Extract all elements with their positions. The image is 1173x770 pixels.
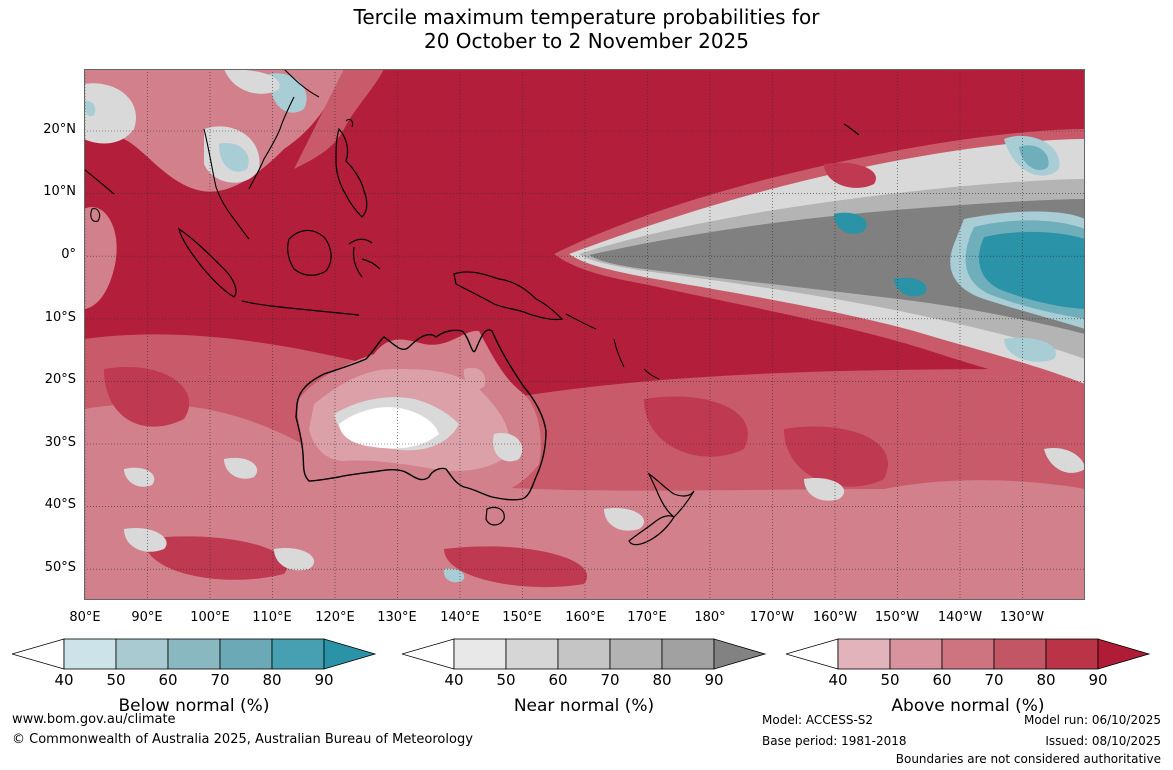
near-normal-label: Near normal (%) xyxy=(513,696,655,716)
lat-label-40s: 40°S xyxy=(44,497,76,512)
model-run-text: Model run: 06/10/2025 xyxy=(1023,713,1161,727)
lat-label-10s: 10°S xyxy=(44,310,76,325)
colorbar-segment xyxy=(271,638,325,670)
above-tick-60: 60 xyxy=(932,671,952,689)
boundaries-note: Boundaries are not considered authoritat… xyxy=(895,752,1161,766)
lon-label-140w: 140°W xyxy=(937,610,983,625)
coastlines xyxy=(84,69,860,546)
chart-title-line1: Tercile maximum temperature probabilitie… xyxy=(353,5,820,29)
near-tick-80: 80 xyxy=(652,671,672,689)
below-tick-70: 70 xyxy=(210,671,230,689)
lon-label-170w: 170°W xyxy=(749,610,795,625)
below-tick-80: 80 xyxy=(262,671,282,689)
colorbar-segment xyxy=(219,638,273,670)
copyright-text: © Commonwealth of Australia 2025, Austra… xyxy=(12,732,473,747)
colorbar-segment xyxy=(167,638,221,670)
australia-mottled-region xyxy=(297,330,541,501)
lon-label-150w: 150°W xyxy=(874,610,920,625)
near-tick-90: 90 xyxy=(704,671,724,689)
near-tick-60: 60 xyxy=(548,671,568,689)
lat-label-10n: 10°N xyxy=(43,184,76,199)
colorbar-segment xyxy=(661,638,715,670)
below-tick-60: 60 xyxy=(158,671,178,689)
website-link[interactable]: www.bom.gov.au/climate xyxy=(12,712,176,727)
lon-label-100e: 100°E xyxy=(190,610,230,625)
lat-label-20s: 20°S xyxy=(44,372,76,387)
lon-label-120e: 120°E xyxy=(315,610,355,625)
colorbar-lower-extension xyxy=(12,638,65,670)
lat-label-equator: 0° xyxy=(61,247,76,262)
chart-title-line2: 20 October to 2 November 2025 xyxy=(423,29,750,53)
above-tick-90: 90 xyxy=(1088,671,1108,689)
colorbar-segment xyxy=(837,638,891,670)
near-tick-70: 70 xyxy=(600,671,620,689)
lon-label-150e: 150°E xyxy=(502,610,542,625)
colorbar-lower-extension xyxy=(786,638,839,670)
lon-label-80e: 80°E xyxy=(69,610,101,625)
model-text: Model: ACCESS-S2 xyxy=(762,713,874,727)
colorbar-segment xyxy=(557,638,611,670)
colorbar-segment xyxy=(115,638,169,670)
colorbar-upper-extension xyxy=(713,638,766,670)
lat-label-30s: 30°S xyxy=(44,435,76,450)
above-tick-80: 80 xyxy=(1036,671,1056,689)
colorbar-segment xyxy=(63,638,117,670)
below-tick-50: 50 xyxy=(106,671,126,689)
lon-label-130w: 130°W xyxy=(999,610,1045,625)
above-normal-label: Above normal (%) xyxy=(891,696,1045,716)
lat-label-50s: 50°S xyxy=(44,560,76,575)
issued-text: Issued: 08/10/2025 xyxy=(1045,734,1161,748)
colorbar-segment xyxy=(609,638,663,670)
colorbar-upper-extension xyxy=(323,638,376,670)
lon-label-130e: 130°E xyxy=(377,610,417,625)
near-tick-50: 50 xyxy=(496,671,516,689)
below-tick-40: 40 xyxy=(54,671,74,689)
colorbar-segment xyxy=(889,638,943,670)
colorbar-segment xyxy=(1045,638,1099,670)
equatorial-pacific-near-normal-region xyxy=(554,129,1085,399)
asia-mottled-region xyxy=(84,69,384,192)
above-tick-50: 50 xyxy=(880,671,900,689)
lon-label-140e: 140°E xyxy=(440,610,480,625)
lon-label-110e: 110°E xyxy=(252,610,292,625)
colorbar-segment xyxy=(993,638,1047,670)
above-tick-70: 70 xyxy=(984,671,1004,689)
colorbar-near-normal xyxy=(402,638,766,670)
below-normal-label: Below normal (%) xyxy=(118,696,270,716)
graticule xyxy=(84,69,1085,600)
lon-label-90e: 90°E xyxy=(131,610,163,625)
southern-mottled-region xyxy=(84,207,1085,600)
above-tick-40: 40 xyxy=(828,671,848,689)
lon-label-170e: 170°E xyxy=(627,610,667,625)
colorbar-segment xyxy=(505,638,559,670)
colorbar-lower-extension xyxy=(402,638,455,670)
colorbar-segment xyxy=(941,638,995,670)
colorbar-below-normal xyxy=(12,638,376,670)
colorbar-above-normal xyxy=(786,638,1150,670)
map-frame xyxy=(84,69,1085,600)
lon-label-160e: 160°E xyxy=(565,610,605,625)
near-tick-40: 40 xyxy=(444,671,464,689)
colorbar-segment xyxy=(453,638,507,670)
probability-map xyxy=(84,69,1085,600)
base-period-text: Base period: 1981-2018 xyxy=(762,734,907,748)
colorbar-upper-extension xyxy=(1097,638,1150,670)
below-tick-90: 90 xyxy=(314,671,334,689)
lon-label-160w: 160°W xyxy=(812,610,858,625)
lon-label-180: 180° xyxy=(694,610,726,625)
lat-label-20n: 20°N xyxy=(43,122,76,137)
